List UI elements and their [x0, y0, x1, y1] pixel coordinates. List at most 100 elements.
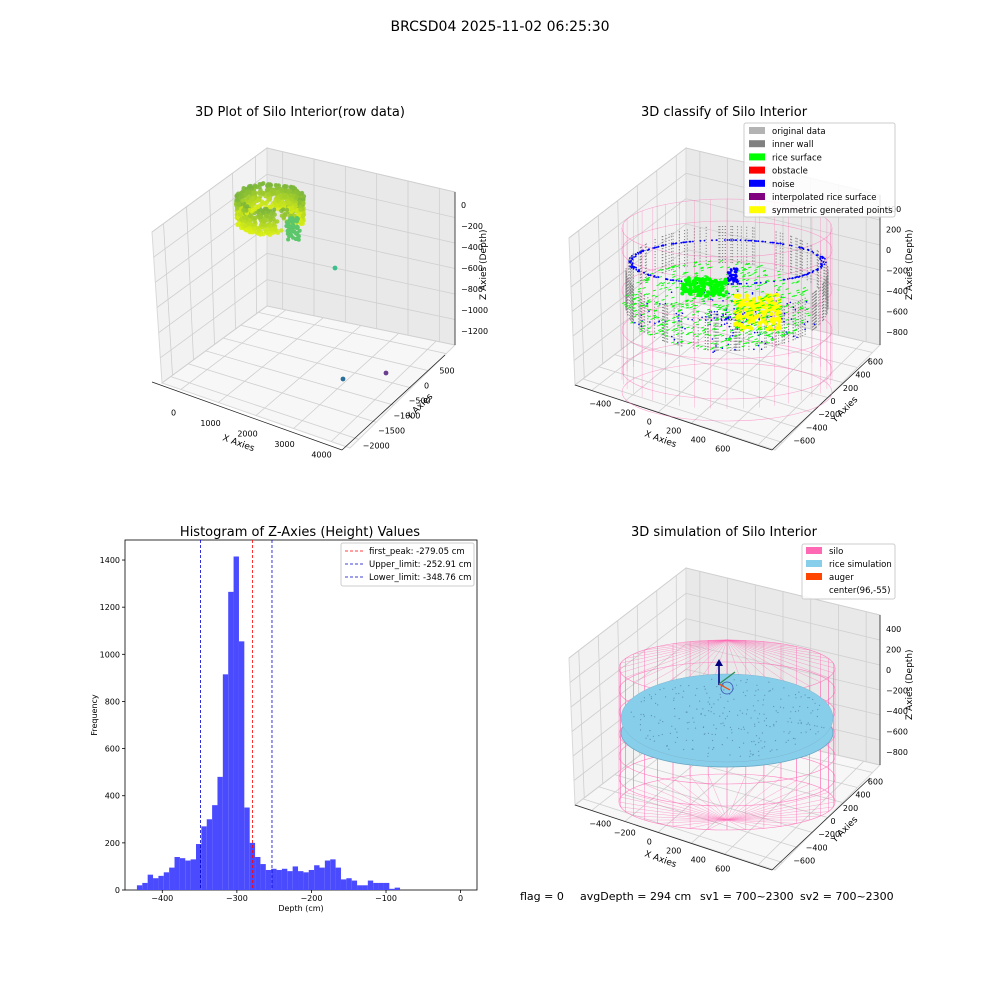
raw-point	[264, 213, 269, 219]
histogram-bar	[228, 591, 234, 890]
rice-surface-point	[685, 300, 689, 303]
noise-point	[728, 292, 730, 295]
rice-mesh-dot	[740, 680, 742, 682]
panel-1-outliers	[332, 265, 389, 382]
rice-surface-point	[715, 317, 719, 320]
rice-surface-point	[720, 312, 725, 315]
noise-point	[751, 293, 754, 295]
rice-surface-point	[723, 277, 728, 282]
rice-mesh-dot	[823, 727, 825, 729]
noise-point	[716, 313, 718, 316]
noise-point	[730, 283, 733, 285]
noise-point	[811, 250, 814, 253]
noise-point	[753, 348, 755, 351]
legend-label: auger	[829, 573, 854, 583]
rice-surface-point	[727, 337, 732, 340]
noise-cluster-point	[727, 277, 730, 280]
rice-surface-point	[785, 318, 789, 321]
noise-point	[711, 338, 714, 340]
rice-surface-point	[755, 328, 760, 331]
rice-surface-point	[727, 296, 731, 299]
rice-mesh-dot	[702, 726, 705, 728]
noise-point	[642, 250, 644, 253]
rice-surface-point	[640, 320, 644, 323]
rice-surface-point	[661, 298, 665, 301]
panel-4-title: 3D simulation of Silo Interior	[631, 525, 818, 540]
silo-roof-wire	[726, 639, 834, 664]
rice-mesh-dot	[708, 710, 710, 712]
rice-surface-point	[732, 312, 737, 315]
rice-surface-point	[671, 273, 675, 276]
noise-point	[741, 321, 743, 324]
panel-1-xtick: 1000	[200, 419, 220, 428]
noise-point	[727, 317, 729, 320]
rice-surface-point	[736, 270, 741, 273]
raw-point	[255, 204, 261, 209]
rice-surface-point	[687, 342, 691, 345]
raw-point	[279, 228, 284, 233]
rice-mesh-dot	[789, 717, 791, 719]
rice-surface-point	[712, 303, 716, 306]
rice-surface-point	[701, 298, 706, 300]
silo-floor-wire	[625, 792, 728, 821]
rice-surface-point	[796, 311, 800, 314]
noise-cluster-point	[726, 271, 730, 274]
rice-mesh-dot	[643, 715, 646, 717]
rice-surface-point	[734, 326, 739, 329]
footer-flag: flag = 0	[520, 890, 564, 903]
rice-surface-point	[666, 319, 671, 322]
histogram-bar	[212, 805, 218, 890]
rice-surface-point	[695, 288, 700, 293]
noise-point	[720, 319, 723, 322]
rice-mesh-dot	[692, 717, 694, 719]
rice-surface-point	[762, 274, 767, 276]
rice-surface-point	[796, 280, 800, 283]
rice-mesh-dot	[765, 724, 768, 727]
raw-point	[283, 188, 288, 193]
rice-surface-point	[724, 339, 728, 342]
rice-surface-point	[757, 309, 761, 312]
rice-surface-point	[680, 303, 684, 306]
raw-point	[256, 228, 262, 233]
legend-label: interpolated rice surface	[772, 193, 877, 203]
figure-title: BRCSD04 2025-11-02 06:25:30	[390, 19, 609, 35]
rice-surface-point	[734, 326, 739, 329]
rice-mesh-dot	[683, 690, 685, 692]
panel-1-ytick: −1500	[378, 427, 405, 436]
rice-surface-point	[721, 305, 725, 308]
rice-surface-point	[766, 316, 770, 319]
panel-4-ztick: 0	[886, 666, 891, 675]
raw-point	[285, 228, 290, 233]
raw-point	[294, 194, 300, 199]
rice-mesh-dot	[809, 697, 811, 699]
histogram-bar	[260, 864, 266, 890]
rice-surface-point	[710, 342, 714, 345]
noise-point	[753, 331, 756, 334]
rice-surface-point	[735, 300, 740, 303]
silo-roof-wire	[726, 639, 797, 647]
rice-mesh-dot	[666, 745, 668, 747]
rice-surface-point	[718, 278, 723, 281]
panel-3-ylabel: Frequency	[90, 694, 99, 736]
rice-surface-point	[740, 271, 744, 274]
rice-surface-point	[647, 327, 651, 330]
raw-point	[267, 182, 273, 187]
silo-roof-wire	[633, 639, 728, 683]
rice-surface-point	[696, 310, 700, 313]
symmetric-point	[762, 296, 768, 301]
symmetric-point	[773, 317, 778, 322]
rice-surface-point	[792, 314, 796, 317]
rice-mesh-dot	[797, 710, 800, 712]
rice-surface-point	[748, 333, 753, 336]
rice-surface-point	[691, 327, 695, 330]
rice-mesh-dot	[699, 700, 701, 702]
rice-surface-point	[738, 340, 742, 343]
rice-mesh-dot	[758, 750, 760, 753]
raw-point	[266, 192, 271, 197]
rice-surface-point	[740, 307, 744, 310]
rice-mesh-dot	[658, 735, 660, 737]
raw-point	[258, 190, 264, 195]
rice-mesh-dot	[640, 719, 642, 721]
rice-mesh-dot	[794, 738, 796, 740]
rice-mesh-dot	[649, 730, 651, 732]
